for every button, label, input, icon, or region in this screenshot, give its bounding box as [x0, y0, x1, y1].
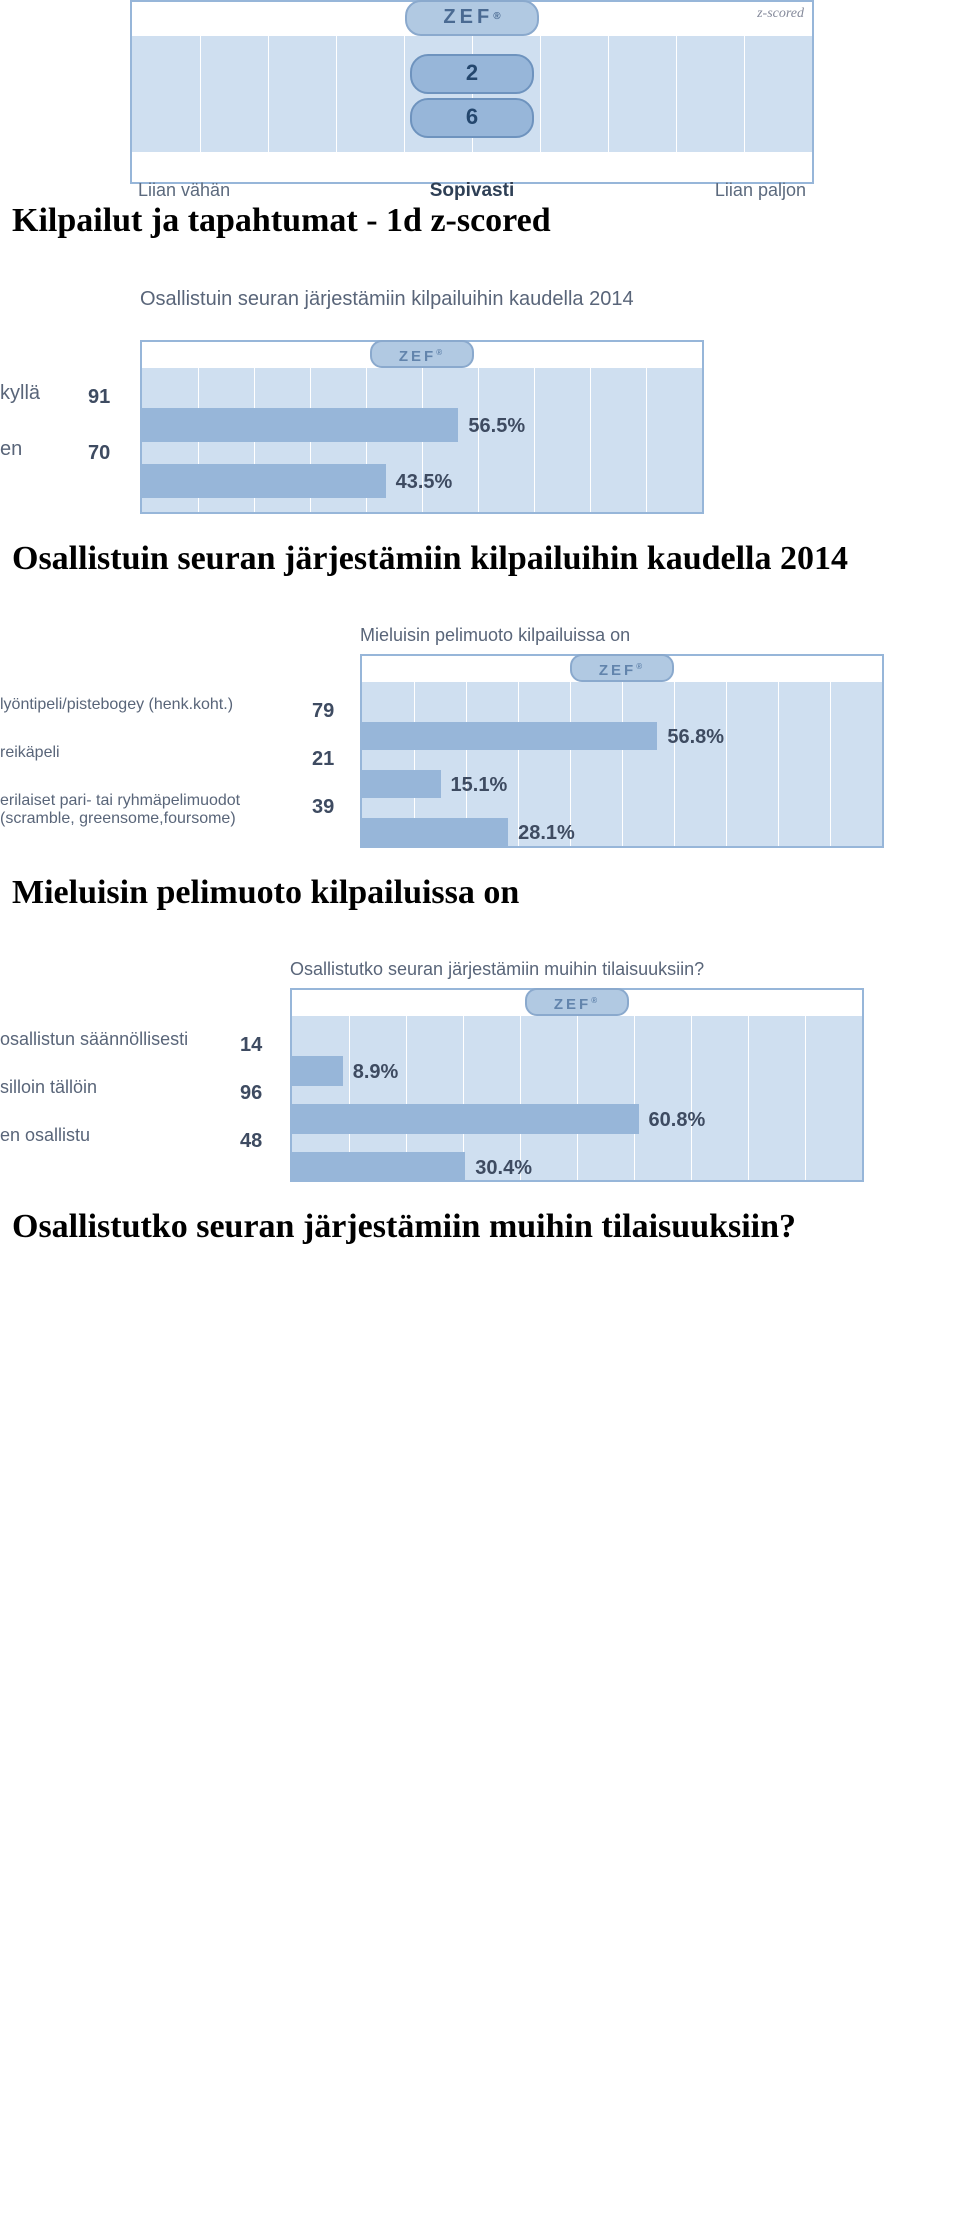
- row-label: lyöntipeli/pistebogey (henk.koht.): [0, 696, 300, 714]
- bar-chart-events: Osallistutko seuran järjestämiin muihin …: [0, 952, 860, 1178]
- section-title-2: Osallistuin seuran järjestämiin kilpailu…: [12, 540, 948, 578]
- row-pct: 43.5%: [396, 471, 453, 494]
- section-title-1: Kilpailut ja tapahtumat - 1d z-scored: [12, 202, 948, 240]
- row-bar: [362, 818, 508, 846]
- zef-badge: ZEF®: [370, 340, 474, 368]
- chart-grid: 56.5% 43.5%: [142, 368, 702, 512]
- bar-chart-participation: Osallistuin seuran järjestämiin kilpailu…: [0, 280, 700, 510]
- row-pct: 56.5%: [468, 415, 525, 438]
- zef-badge: ZEF®: [405, 0, 539, 36]
- row-count: 21: [312, 748, 334, 771]
- row-bar: [292, 1104, 639, 1134]
- chart-title: Osallistutko seuran järjestämiin muihin …: [290, 958, 860, 981]
- row-count: 48: [240, 1130, 262, 1153]
- axis-center-label: Sopivasti: [430, 180, 514, 202]
- row-count: 79: [312, 700, 334, 723]
- row-label: kyllä: [0, 382, 80, 404]
- row-bar: [362, 722, 657, 750]
- row-count: 70: [88, 442, 110, 465]
- zef-label: ZEF: [443, 6, 493, 28]
- reg-mark: ®: [493, 11, 500, 22]
- row-pct: 28.1%: [518, 822, 575, 845]
- section-title-4: Osallistutko seuran järjestämiin muihin …: [12, 1208, 948, 1246]
- chart-grid: 56.8% 15.1% 28.1%: [362, 682, 882, 846]
- axis-right-label: Liian paljon: [715, 180, 806, 201]
- row-bar: [292, 1152, 465, 1182]
- chart-grid: 8.9% 60.8% 30.4%: [292, 1016, 862, 1180]
- axis-left-label: Liian vähän: [138, 180, 230, 201]
- row-count: 96: [240, 1082, 262, 1105]
- zef-badge: ZEF®: [525, 988, 629, 1016]
- row-label: en osallistu: [0, 1126, 230, 1146]
- bar-chart-gamemode: Mieluisin pelimuoto kilpailuissa onZEF®5…: [0, 618, 880, 844]
- row-bar: [142, 464, 386, 498]
- chart-title: Osallistuin seuran järjestämiin kilpailu…: [140, 286, 700, 312]
- zef-badge: ZEF®: [570, 654, 674, 682]
- row-label: silloin tällöin: [0, 1078, 230, 1098]
- zscored-tag: z-scored: [757, 6, 804, 22]
- chart-plot: ZEF® 56.8% 15.1% 28.1%: [360, 654, 884, 848]
- row-pct: 8.9%: [353, 1061, 399, 1084]
- row-bar: [292, 1056, 343, 1086]
- chart-title: Mieluisin pelimuoto kilpailuissa on: [360, 624, 880, 647]
- zscore-scale: z-scored ZEF® 26 Liian vähän Sopivasti L…: [130, 0, 814, 184]
- row-count: 14: [240, 1034, 262, 1057]
- row-pct: 56.8%: [667, 726, 724, 749]
- section-title-3: Mieluisin pelimuoto kilpailuissa on: [12, 874, 948, 912]
- scale-marker: 2: [410, 54, 534, 94]
- row-count: 39: [312, 796, 334, 819]
- row-pct: 30.4%: [475, 1157, 532, 1180]
- chart-plot: ZEF® 56.5% 43.5%: [140, 340, 704, 514]
- row-label: reikäpeli: [0, 744, 300, 762]
- row-label: erilaiset pari- tai ryhmäpelimuodot (scr…: [0, 792, 300, 827]
- row-bar: [142, 408, 458, 442]
- row-pct: 15.1%: [451, 774, 508, 797]
- row-label: osallistun säännöllisesti: [0, 1030, 230, 1050]
- scale-marker: 6: [410, 98, 534, 138]
- row-label: en: [0, 438, 80, 460]
- row-pct: 60.8%: [649, 1109, 706, 1132]
- chart-plot: ZEF® 8.9% 60.8% 30.4%: [290, 988, 864, 1182]
- row-bar: [362, 770, 441, 798]
- row-count: 91: [88, 386, 110, 409]
- scale-grid: 26: [132, 36, 812, 152]
